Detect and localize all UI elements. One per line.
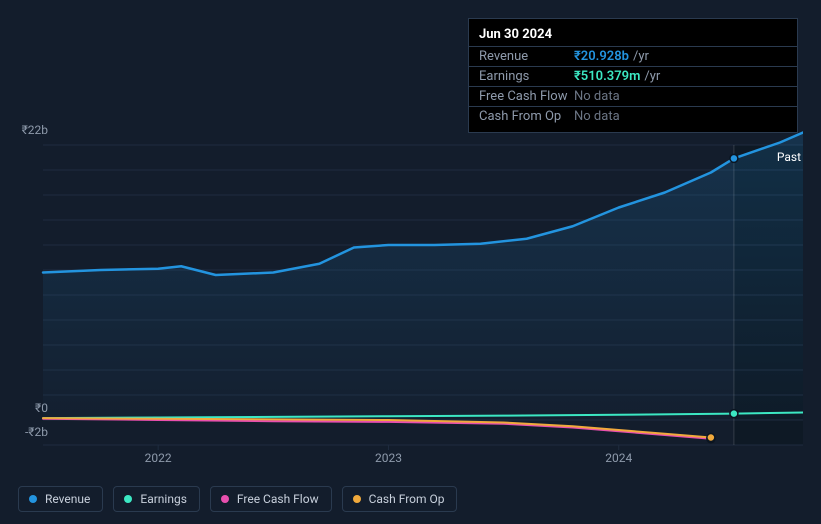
tooltip-row: Revenue₹20.928b/yr (469, 46, 797, 66)
y-axis-label: -₹2b (18, 425, 48, 439)
x-axis-label: 2023 (375, 451, 402, 465)
tooltip-label: Earnings (479, 69, 574, 84)
tooltip-unit: /yr (633, 49, 649, 64)
tooltip-unit: /yr (644, 69, 660, 84)
legend-item-earnings[interactable]: Earnings (113, 486, 200, 512)
legend-dot-icon (124, 495, 132, 503)
tooltip-label: Revenue (479, 49, 574, 64)
tooltip-row: Cash From OpNo data (469, 106, 797, 126)
past-label: Past (777, 150, 801, 164)
chart-tooltip: Jun 30 2024 Revenue₹20.928b/yrEarnings₹5… (468, 18, 798, 133)
y-axis-label: ₹22b (18, 123, 48, 137)
tooltip-nodata: No data (574, 89, 620, 104)
tooltip-label: Cash From Op (479, 109, 574, 124)
chart-legend: Revenue Earnings Free Cash Flow Cash From O… (18, 486, 457, 512)
legend-item-revenue[interactable]: Revenue (18, 486, 103, 512)
legend-dot-icon (221, 495, 229, 503)
legend-item-free-cash-flow[interactable]: Free Cash Flow (210, 486, 332, 512)
legend-label: Free Cash Flow (237, 492, 319, 506)
tooltip-label: Free Cash Flow (479, 89, 574, 104)
legend-item-cash-from-op[interactable]: Cash From Op (342, 486, 458, 512)
tooltip-value: ₹510.379m (574, 69, 640, 84)
legend-label: Earnings (140, 492, 187, 506)
legend-label: Cash From Op (369, 492, 445, 506)
x-axis-label: 2022 (145, 451, 172, 465)
legend-label: Revenue (45, 492, 90, 506)
tooltip-row: Earnings₹510.379m/yr (469, 66, 797, 86)
y-axis-label: ₹0 (18, 401, 48, 415)
legend-dot-icon (353, 495, 361, 503)
tooltip-date: Jun 30 2024 (469, 25, 797, 46)
tooltip-nodata: No data (574, 109, 620, 124)
tooltip-row: Free Cash FlowNo data (469, 86, 797, 106)
x-axis-label: 2024 (605, 451, 632, 465)
tooltip-value: ₹20.928b (574, 49, 629, 64)
legend-dot-icon (29, 495, 37, 503)
